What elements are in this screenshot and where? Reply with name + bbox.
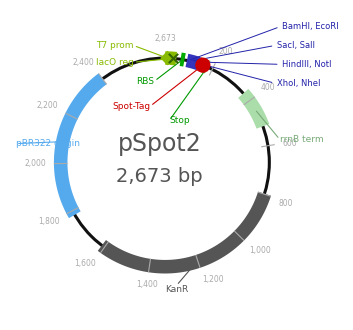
Polygon shape [185,54,201,70]
Polygon shape [204,61,210,73]
Text: 2,673: 2,673 [154,34,176,44]
Polygon shape [169,51,177,65]
Text: XhoI, NheI: XhoI, NheI [277,79,320,87]
Text: 600: 600 [282,139,297,148]
Text: 2,000: 2,000 [24,159,46,168]
Polygon shape [238,89,269,129]
Polygon shape [98,192,271,274]
Polygon shape [54,73,107,218]
Text: 1,600: 1,600 [74,259,96,268]
Text: lacO reg: lacO reg [96,58,134,67]
Text: 1,800: 1,800 [38,217,60,226]
Point [200,63,206,68]
Text: 800: 800 [278,199,293,208]
Text: 1,200: 1,200 [203,275,224,284]
Polygon shape [180,52,186,67]
Text: RBS: RBS [137,77,155,85]
Text: 2,200: 2,200 [37,101,58,110]
Text: BamHI, EcoRI: BamHI, EcoRI [282,22,339,31]
Text: 2,400: 2,400 [72,58,94,67]
Text: 200: 200 [219,48,233,56]
Text: HindIII, NotI: HindIII, NotI [282,60,331,69]
Text: Spot-Tag: Spot-Tag [112,102,150,111]
Point [170,56,176,61]
Polygon shape [197,57,210,73]
Text: SacI, SalI: SacI, SalI [277,41,315,50]
Text: 2,673 bp: 2,673 bp [116,168,203,186]
Polygon shape [165,51,170,65]
Text: 1,400: 1,400 [137,280,158,289]
Text: KanR: KanR [165,285,188,294]
Text: 1,000: 1,000 [250,246,271,255]
Text: pSpot2: pSpot2 [118,132,202,156]
Point [164,55,170,61]
Text: T7 prom: T7 prom [96,41,134,50]
Text: 400: 400 [261,83,276,92]
Text: Stop: Stop [169,116,190,125]
Text: rrnB term: rrnB term [280,135,323,144]
Text: pBR322 origin: pBR322 origin [16,139,80,148]
